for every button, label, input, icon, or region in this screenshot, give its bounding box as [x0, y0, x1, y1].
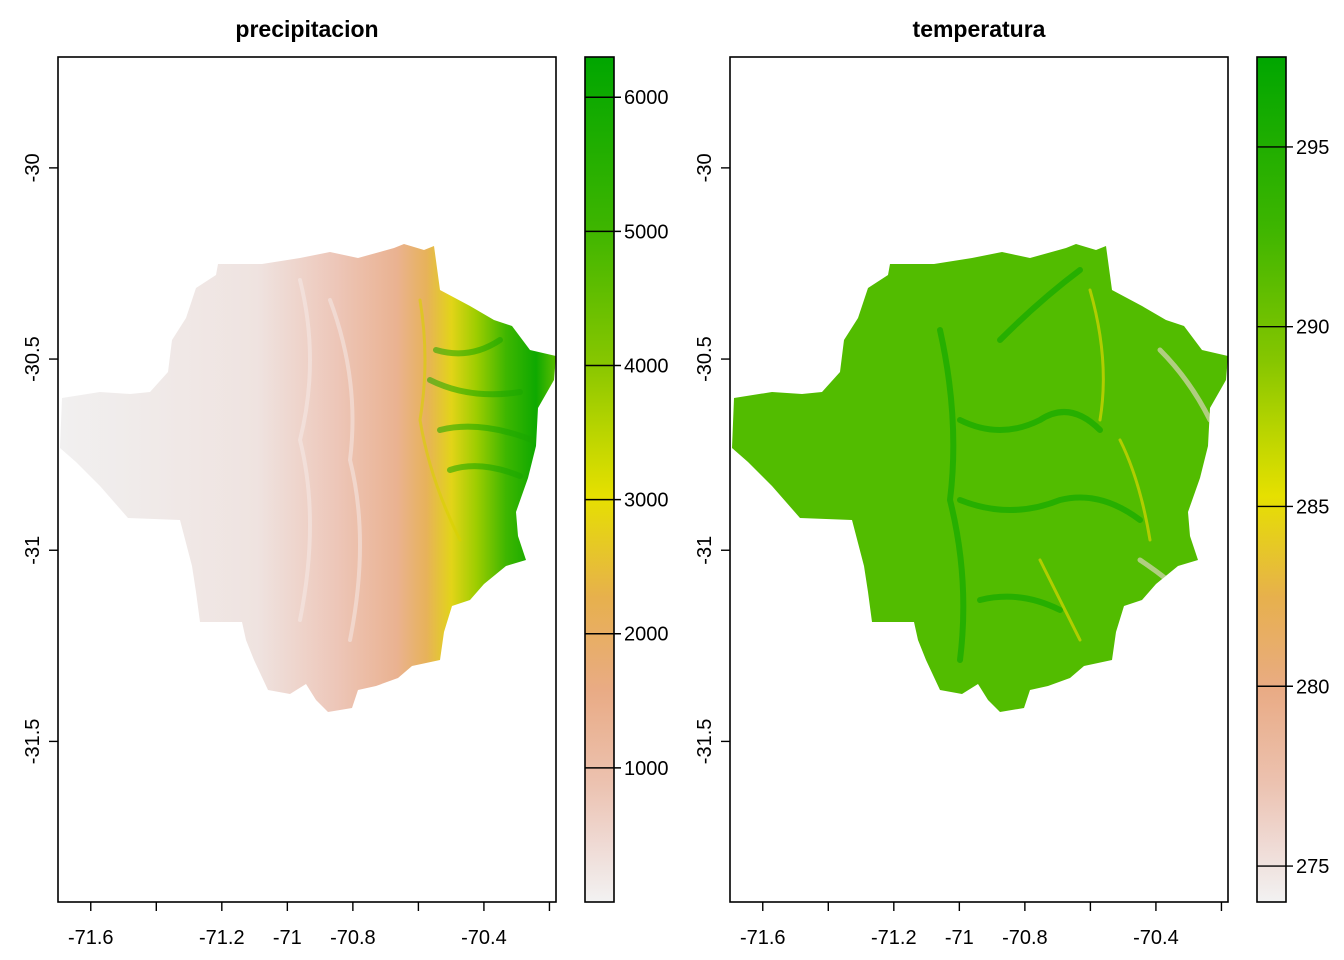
colorbar-ticks: 275 280 285 290 295: [1257, 137, 1329, 878]
colorbar-tick-label: 6000: [624, 87, 669, 109]
x-tick-label: -70.4: [461, 927, 507, 949]
colorbar-tick-label: 5000: [624, 221, 669, 243]
x-axis: -71.6 -71.2 -71 -70.8 -70.4: [68, 902, 551, 949]
raster-temperatura: [732, 244, 1228, 712]
y-tick-label: -31.5: [22, 719, 44, 765]
colorbar-tick-label: 285: [1296, 496, 1329, 518]
panel-title: temperatura: [913, 16, 1046, 42]
x-tick-label: -71.2: [871, 927, 917, 949]
y-tick-label: -30: [22, 153, 44, 182]
colorbar-frame: [1256, 56, 1287, 903]
y-tick-label: -30.5: [694, 336, 716, 382]
y-tick-label: -31: [22, 536, 44, 565]
colorbar-tick-label: 3000: [624, 490, 669, 512]
colorbar-gradient: [1257, 57, 1286, 902]
x-tick-label: -71: [945, 927, 974, 949]
colorbar-gradient: [585, 57, 614, 902]
x-tick-label: -71.6: [740, 927, 786, 949]
colorbar-tick-label: 295: [1296, 137, 1329, 159]
panel-precipitacion: precipitacion -71.6 -71.2 -71 -70.8 -70.4 -3…: [22, 16, 669, 949]
y-tick-label: -30.5: [22, 336, 44, 382]
colorbar-frame: [584, 56, 615, 903]
colorbar-tick-label: 2000: [624, 624, 669, 646]
panel-temperatura: temperatura -71.6 -71.2 -71 -70.8 -70.4 -30-…: [694, 16, 1329, 949]
colorbar-tick-label: 1000: [624, 758, 669, 780]
x-tick-label: -70.8: [330, 927, 376, 949]
colorbar: 1000 2000 3000 4000 5000 6000: [584, 56, 669, 903]
colorbar-tick-label: 290: [1296, 317, 1329, 339]
panel-title: precipitacion: [235, 16, 378, 42]
colorbar-tick-label: 4000: [624, 355, 669, 377]
y-tick-label: -30: [694, 153, 716, 182]
x-tick-label: -70.4: [1133, 927, 1179, 949]
colorbar-tick-label: 275: [1296, 856, 1329, 878]
x-tick-label: -71.6: [68, 927, 114, 949]
x-axis: -71.6 -71.2 -71 -70.8 -70.4: [740, 902, 1223, 949]
x-tick-label: -71.2: [199, 927, 245, 949]
colorbar-tick-label: 280: [1296, 676, 1329, 698]
y-axis: -30 -30.5 -31 -31.5: [694, 153, 730, 764]
x-tick-label: -70.8: [1002, 927, 1048, 949]
plot-frame: [57, 56, 557, 903]
plot-frame: [729, 56, 1229, 903]
y-tick-label: -31: [694, 536, 716, 565]
raster-precipitacion: [60, 244, 556, 712]
colorbar-ticks: 1000 2000 3000 4000 5000 6000: [585, 87, 669, 780]
y-tick-label: -31.5: [694, 719, 716, 765]
colorbar: 275 280 285 290 295: [1256, 56, 1329, 903]
x-tick-label: -71: [273, 927, 302, 949]
y-axis: -30 -30.5 -31 -31.5: [22, 153, 58, 764]
